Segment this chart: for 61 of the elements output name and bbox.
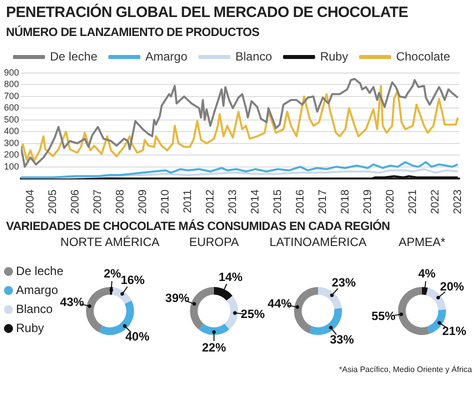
chart-subtitle: NÚMERO DE LANZAMIENTO DE PRODUCTOS xyxy=(5,24,260,39)
legend-label: Ruby xyxy=(15,321,46,335)
legend-label: Amargo xyxy=(15,283,58,297)
legend-label: Ruby xyxy=(320,49,348,64)
text: VARIEDADES DE CHOCOLATE MÁS CONSUMIDAS EN CADA REGIÓN xyxy=(6,219,390,233)
data-label: 2% xyxy=(104,266,122,280)
x-tick-label: 2016 xyxy=(294,190,306,214)
data-label: 21% xyxy=(442,324,467,338)
legend-label: Amargo xyxy=(145,49,188,64)
chart-subtitle: APMEA* xyxy=(398,235,446,250)
x-tick-label: 2005 xyxy=(46,190,59,214)
x-tick-label: 2021 xyxy=(406,190,419,214)
x-tick-label: 2004 xyxy=(24,190,36,214)
y-tick-label: 500 xyxy=(4,114,20,124)
legend-label: Blanco xyxy=(15,302,54,316)
data-label: 16% xyxy=(120,273,146,288)
legend-label: De leche xyxy=(15,264,64,278)
x-tick-label: 2008 xyxy=(114,190,126,214)
x-tick-label: 2009 xyxy=(136,190,149,214)
x-tick-label: 2020 xyxy=(384,190,396,214)
chart-subtitle: NORTE AMÉRICA xyxy=(59,235,161,250)
y-tick-label: 700 xyxy=(4,90,20,101)
legend-label: De leche xyxy=(50,49,98,64)
y-tick-label: 400 xyxy=(4,126,20,136)
y-tick-label: 300 xyxy=(4,138,20,148)
data-label: 4% xyxy=(418,266,436,281)
y-tick-label: 600 xyxy=(4,102,20,113)
x-tick-label: 2018 xyxy=(339,190,352,214)
data-label: 25% xyxy=(240,306,266,321)
legend-label: Chocolate xyxy=(396,49,450,64)
x-tick-label: 2019 xyxy=(362,190,374,214)
data-label: 40% xyxy=(125,330,150,344)
y-tick-label: 100 xyxy=(4,161,20,172)
data-label: 20% xyxy=(440,280,464,294)
x-tick-label: 2015 xyxy=(272,190,284,214)
data-label: 39% xyxy=(165,290,190,305)
x-tick-label: 2013 xyxy=(226,190,239,214)
data-label: 33% xyxy=(330,332,354,347)
legend-label: Blanco xyxy=(235,49,272,64)
x-tick-label: 2022 xyxy=(429,190,442,214)
text: *Asia Pacífico, Medio Oriente y África xyxy=(339,365,472,374)
x-tick-label: 2011 xyxy=(182,190,194,214)
data-label: 55% xyxy=(371,309,396,324)
x-tick-label: 2010 xyxy=(159,190,172,214)
x-tick-label: 2017 xyxy=(316,190,329,214)
data-label: 43% xyxy=(60,294,84,309)
x-tick-label: 2006 xyxy=(69,190,82,214)
x-tick-label: 2014 xyxy=(249,190,262,214)
data-label: 44% xyxy=(268,296,292,310)
chart-subtitle: EUROPA xyxy=(188,235,240,250)
x-tick-label: 2012 xyxy=(204,190,216,214)
data-label: 14% xyxy=(218,270,243,284)
y-tick-label: 200 xyxy=(4,150,20,160)
x-tick-label: 2007 xyxy=(92,190,104,214)
data-label: 22% xyxy=(202,340,226,354)
data-label: 23% xyxy=(332,276,356,290)
chart-title: PENETRACIÓN GLOBAL DEL MERCADO DE CHOCOLATE xyxy=(5,2,410,21)
x-tick-label: 2023 xyxy=(452,190,464,214)
y-tick-label: 800 xyxy=(4,79,20,90)
chart-subtitle: LATINOAMÉRICA xyxy=(268,235,368,250)
y-tick-label: 900 xyxy=(4,67,20,78)
